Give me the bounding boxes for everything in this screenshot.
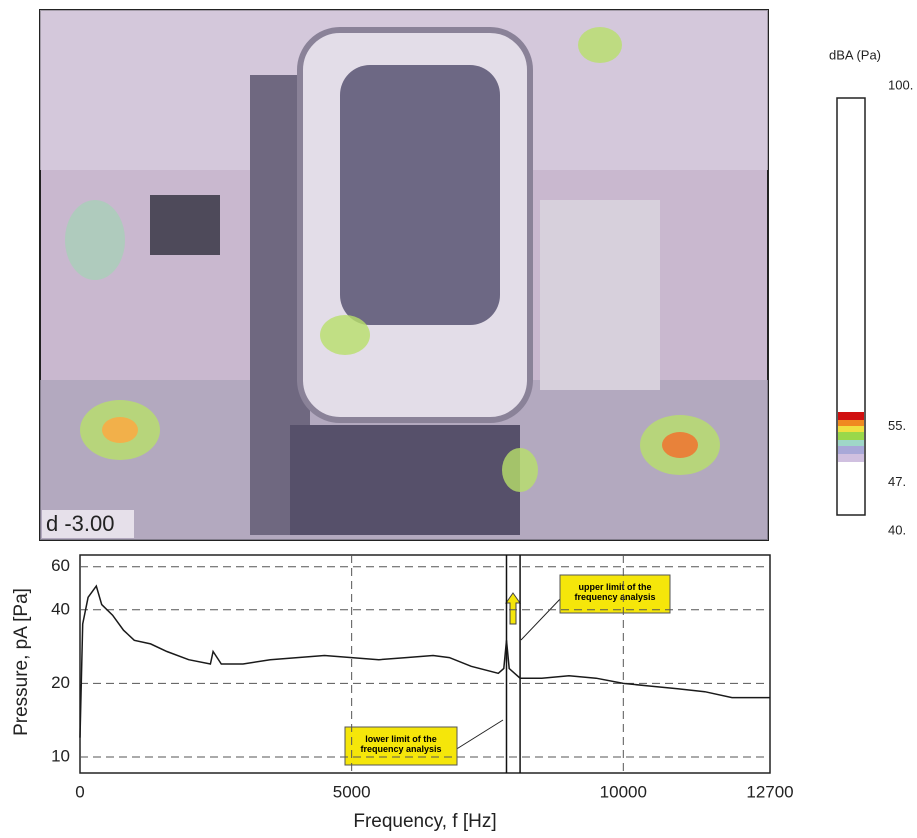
acoustic-image: d -3.00	[39, 9, 769, 541]
leader-line	[520, 596, 563, 641]
annotation-box	[559, 574, 671, 614]
x-tick-label: 12700	[746, 782, 793, 801]
x-tick-label: 5000	[333, 782, 371, 801]
colorbar: dBA (Pa)	[829, 47, 881, 516]
leader-line	[454, 719, 504, 751]
colorbar-tick-label: 55.	[888, 418, 906, 433]
x-tick-label: 0	[75, 782, 84, 801]
annotation-box	[344, 726, 458, 766]
annotation-text: upper limit of the frequency analysis	[574, 582, 656, 602]
y-tick-label: 60	[51, 556, 70, 575]
colorbar-tick-label: 100.	[888, 77, 913, 92]
colorbar-tick-label: 47.	[888, 474, 906, 489]
image-label: d -3.00	[46, 511, 115, 536]
x-tick-label: 10000	[600, 782, 647, 801]
x-axis-title: Frequency, f [Hz]	[353, 811, 496, 832]
annotation-text: lower limit of the frequency analysis	[360, 734, 442, 754]
colorbar-tick-label: 40.	[888, 522, 906, 537]
y-tick-label: 20	[51, 673, 70, 692]
annotation: lower limit of the frequency analysis	[360, 734, 442, 754]
data-line	[79, 584, 770, 738]
colorbar-title: dBA (Pa)	[829, 47, 881, 62]
y-axis-title: Pressure, pA [Pa]	[11, 588, 32, 736]
y-tick-label: 10	[51, 746, 70, 765]
y-tick-label: 40	[51, 599, 70, 618]
annotation: upper limit of the frequency analysis	[574, 582, 656, 602]
